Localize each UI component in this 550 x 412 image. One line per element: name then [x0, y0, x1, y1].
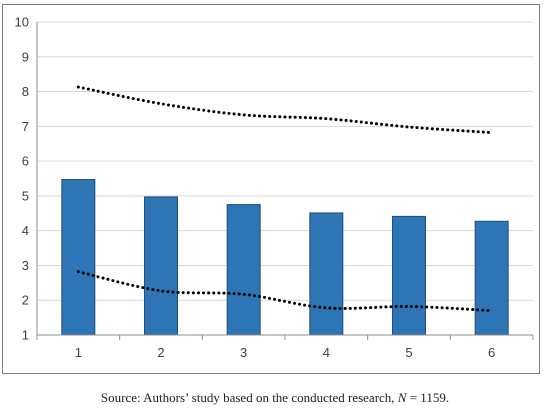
- y-tick-label-2: 2: [22, 293, 29, 308]
- bar-2: [144, 196, 178, 336]
- y-tick-label-5: 5: [22, 188, 29, 203]
- bar-5: [392, 215, 426, 336]
- x-tick-label-5: 5: [405, 345, 412, 360]
- bar-4: [309, 212, 344, 336]
- grid-lines: [37, 21, 533, 301]
- y-tick-label-1: 1: [22, 328, 29, 343]
- x-tick-label-6: 6: [488, 345, 495, 360]
- bars: [61, 179, 509, 336]
- bar-1: [61, 179, 96, 336]
- x-tick-label-1: 1: [75, 345, 82, 360]
- y-tick-label-3: 3: [22, 258, 29, 273]
- caption-prefix: Source: Authors’ study based on the cond…: [100, 390, 398, 405]
- bar-6: [474, 220, 509, 336]
- y-tick-label-6: 6: [22, 154, 29, 169]
- x-tick-label-2: 2: [157, 345, 164, 360]
- y-tick-label-8: 8: [22, 84, 29, 99]
- caption-n-symbol: N: [397, 390, 407, 405]
- y-tick-label-4: 4: [22, 223, 29, 238]
- y-tick-label-9: 9: [22, 49, 29, 64]
- dotted-line-series-1: [76, 85, 494, 135]
- x-tick-label-3: 3: [240, 345, 247, 360]
- chart-frame: 1 2 3 4 5 6 7 8 9 10 1 2 3 4 5 6: [2, 4, 540, 374]
- trend-lines: [76, 85, 494, 313]
- bar-3: [226, 204, 261, 336]
- caption-suffix: = 1159.: [406, 390, 450, 405]
- y-tick-label-7: 7: [22, 119, 29, 134]
- dotted-line-series-2: [76, 270, 494, 313]
- axes: 1 2 3 4 5 6 7 8 9 10 1 2 3 4 5 6: [15, 15, 534, 360]
- source-caption: Source: Authors’ study based on the cond…: [0, 390, 550, 406]
- bar-line-chart: 1 2 3 4 5 6 7 8 9 10 1 2 3 4 5 6: [15, 15, 534, 360]
- x-tick-label-4: 4: [323, 345, 330, 360]
- y-tick-label-10: 10: [15, 15, 29, 30]
